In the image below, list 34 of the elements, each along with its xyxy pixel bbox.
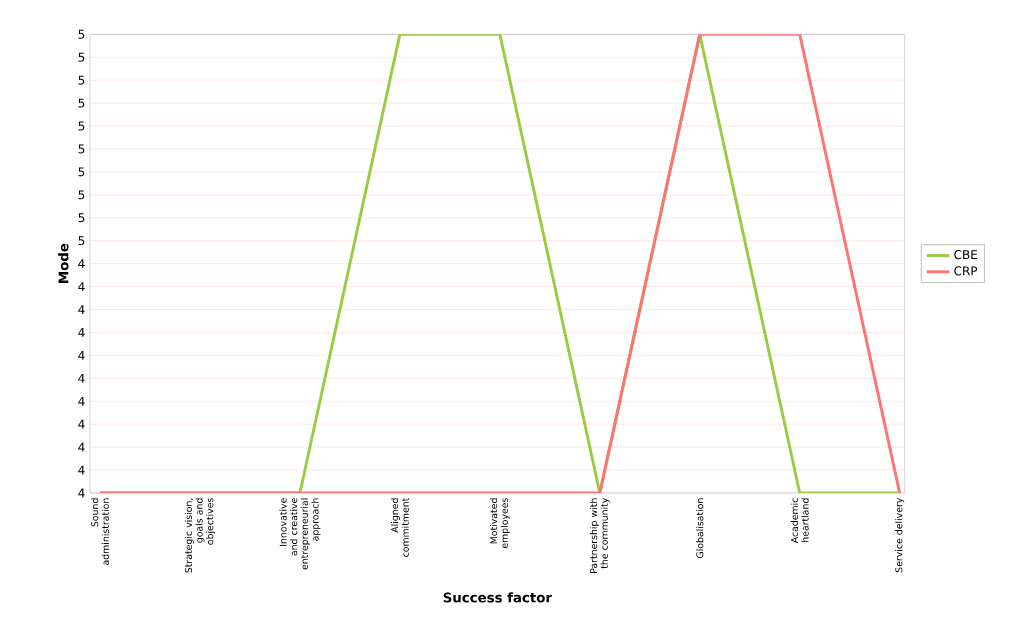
y-tick-label: 4 xyxy=(78,328,85,337)
y-tick-label: 4 xyxy=(78,373,85,383)
y-tick-label: 5 xyxy=(78,98,85,108)
y-tick-label: 4 xyxy=(78,305,85,314)
y-tick-label: 5 xyxy=(78,144,85,154)
y-tick-label: 4 xyxy=(78,465,85,475)
y-tick-label: 5 xyxy=(78,190,85,200)
x-tick-label: Strategic vision, goals and objectives xyxy=(184,498,216,573)
x-tick-label: Motivated employees xyxy=(489,498,510,549)
y-tick-label: 4 xyxy=(78,419,85,429)
x-tick-label: Academic heartland xyxy=(790,498,809,544)
x-tick-label: Partnership with the community xyxy=(589,497,610,573)
y-tick-label: 4 xyxy=(78,259,85,269)
y-tick-label: 5 xyxy=(78,121,85,131)
x-tick-label: Aligned commitment xyxy=(390,497,409,557)
x-tick-label: Innovative and creative entrepreneurial approach xyxy=(279,498,321,570)
y-tick-label: 5 xyxy=(78,213,85,223)
y-tick-label: 5 xyxy=(78,52,85,62)
legend-label: CRP xyxy=(954,266,978,276)
y-axis-title: Mode xyxy=(58,243,69,283)
x-tick-label: Service delivery xyxy=(895,497,905,573)
y-tick-label: 4 xyxy=(78,442,85,452)
y-tick-label: 5 xyxy=(78,167,85,177)
x-tick-label: Sound administration xyxy=(91,498,109,565)
y-tick-label: 5 xyxy=(78,29,85,39)
x-axis-title: Success factor xyxy=(443,592,552,603)
y-tick-label: 4 xyxy=(78,488,85,498)
y-tick-label: 5 xyxy=(78,236,85,246)
y-tick-label: 4 xyxy=(78,396,85,406)
y-tick-label: 5 xyxy=(78,75,85,85)
legend-label: CBE xyxy=(954,250,978,260)
y-tick-label: 4 xyxy=(78,282,85,291)
y-tick-label: 4 xyxy=(78,351,85,360)
x-tick-label: Globalisation xyxy=(696,498,704,558)
